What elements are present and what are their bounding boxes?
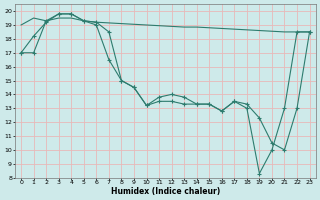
X-axis label: Humidex (Indice chaleur): Humidex (Indice chaleur) <box>111 187 220 196</box>
